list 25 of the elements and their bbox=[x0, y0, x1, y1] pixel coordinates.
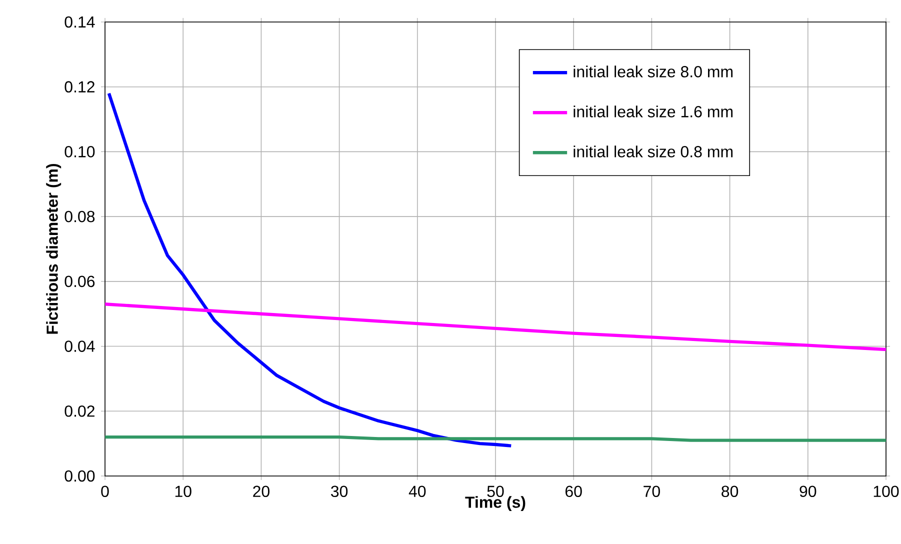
x-tick-label: 90 bbox=[800, 486, 816, 498]
line-series bbox=[105, 302, 886, 352]
x-tick-label: 40 bbox=[408, 486, 426, 498]
y-tick-label: 0.14 bbox=[64, 16, 95, 28]
y-tick-label: 0.02 bbox=[64, 405, 94, 417]
x-tick-label: 20 bbox=[253, 486, 270, 498]
x-tick-label: 0 bbox=[101, 486, 109, 498]
y-tick-label: 0.12 bbox=[64, 81, 94, 93]
y-tick-label: 0.10 bbox=[64, 146, 95, 158]
x-tick-label: 100 bbox=[874, 486, 899, 498]
x-axis-title: Time (s) bbox=[465, 496, 526, 512]
y-tick-label: 0.06 bbox=[64, 276, 95, 288]
x-tick-label: 10 bbox=[175, 486, 192, 498]
y-tick-label: 0.00 bbox=[64, 470, 95, 482]
y-tick-label: 0.04 bbox=[64, 340, 95, 352]
legend-label: initial leak size 1.6 mm bbox=[574, 106, 733, 118]
legend-label: initial leak size 0.8 mm bbox=[574, 146, 733, 158]
x-tick-label: 70 bbox=[644, 486, 660, 498]
y-axis-title: Fictitious diameter (m) bbox=[46, 164, 62, 334]
legend-label: initial leak size 8.0 mm bbox=[574, 66, 733, 78]
x-tick-label: 30 bbox=[331, 486, 348, 498]
y-tick-label: 0.08 bbox=[64, 210, 95, 222]
x-tick-label: 50 bbox=[487, 486, 504, 498]
x-tick-label: 60 bbox=[566, 486, 582, 498]
x-tick-label: 80 bbox=[722, 486, 738, 498]
